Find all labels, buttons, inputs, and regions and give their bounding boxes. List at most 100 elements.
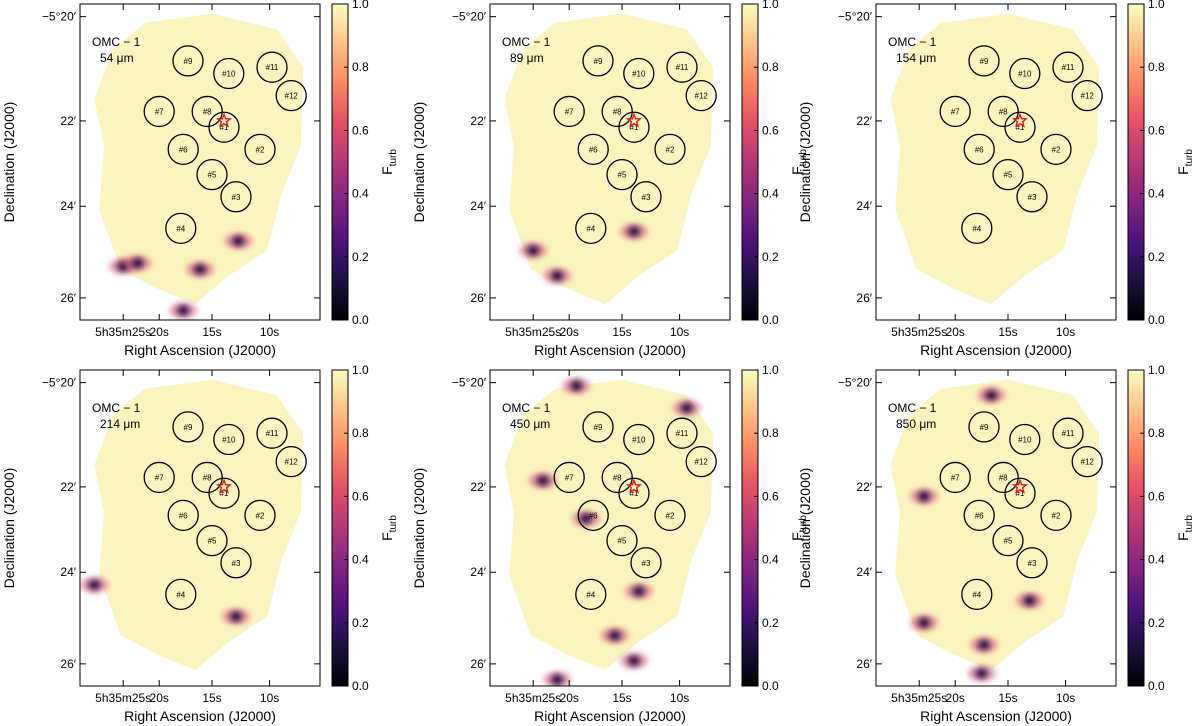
region-circle [666, 417, 698, 449]
low-fturb-core [680, 402, 693, 413]
region-circle [654, 499, 686, 532]
region-label: #6 [179, 511, 188, 520]
x-tick-label: 5h35m25s [95, 691, 151, 705]
map-panel: #1 #2 #3 #4 #5 #6 #7 #8 #9 #10 #11 #12 OMC − 1 54 μm 5… [1, 0, 399, 358]
region-label: #1 [630, 123, 639, 132]
colorbar-tick-label: 0.2 [1148, 250, 1165, 264]
region-label: #3 [232, 559, 241, 568]
map-emission-region [94, 13, 304, 305]
x-tick-label: 10s [260, 691, 279, 705]
region-circle [961, 578, 993, 611]
region-label: #3 [642, 559, 651, 568]
colorbar-tick-label: 0.0 [352, 313, 369, 327]
region-label: #2 [1052, 511, 1061, 520]
colorbar-tick-label: 0.2 [762, 250, 779, 264]
y-tick-label: −5°20′ [838, 10, 873, 24]
y-tick-label: 26′ [856, 657, 872, 671]
axes-frame [79, 3, 321, 321]
map-panel: #1 #2 #3 #4 #5 #6 #7 #8 #9 #10 #11 #12 OMC − 1 214 μm… [1, 363, 399, 724]
region-circle [963, 499, 995, 532]
colorbar-tick-label: 0.0 [1148, 313, 1165, 327]
region-circle [992, 158, 1024, 191]
region-circle [606, 524, 638, 557]
map-panel: #1 #2 #3 #4 #5 #6 #7 #8 #9 #10 #11 #12 OMC − 1 89 μm 5… [411, 0, 809, 358]
region-circle [582, 45, 614, 77]
region-circle [623, 57, 655, 90]
region-circle [256, 417, 288, 449]
region-circle [606, 158, 638, 191]
region-circle [256, 51, 288, 83]
region-label: #5 [208, 537, 217, 546]
region-circle [1004, 477, 1036, 509]
region-label: #2 [256, 145, 265, 154]
low-fturb-core [570, 380, 583, 391]
star-marker [625, 112, 643, 128]
region-circle [172, 411, 204, 443]
x-tick-label: 15s [612, 325, 631, 339]
region-label: #4 [176, 224, 185, 233]
region-label: #11 [676, 63, 689, 72]
y-tick-label: −5°20′ [42, 376, 77, 390]
x-tick-label: 10s [260, 325, 279, 339]
target-label: OMC − 1 [888, 35, 937, 49]
colorbar-label: Fturb [1175, 515, 1195, 541]
colorbar-tick-label: 0.6 [1148, 489, 1165, 503]
low-fturb-core [628, 655, 640, 666]
colorbar [741, 3, 759, 321]
axes-frame [79, 369, 321, 687]
region-label: #7 [155, 473, 164, 482]
region-label: #12 [1081, 92, 1095, 101]
star-marker [215, 478, 233, 494]
y-tick-label: 22′ [60, 114, 76, 128]
region-label: #6 [179, 145, 188, 154]
low-fturb-core [608, 630, 621, 641]
region-circle [1009, 57, 1041, 90]
colorbar-tick-label: 0.8 [1148, 426, 1165, 440]
y-axis-label: Declination (J2000) [1, 102, 17, 223]
axes-frame [875, 369, 1117, 687]
region-label: #2 [666, 511, 675, 520]
region-circle [1071, 445, 1103, 478]
region-circle [618, 477, 650, 509]
region-circle [968, 45, 1000, 77]
x-tick-label: 5h35m25s [891, 325, 947, 339]
region-circle [963, 133, 995, 166]
region-label: #7 [951, 107, 960, 116]
low-fturb-core [580, 513, 592, 524]
region-label: #7 [951, 473, 960, 482]
region-circle [1040, 133, 1072, 166]
region-circle [220, 547, 252, 579]
region-circle [244, 499, 276, 532]
region-circle [244, 133, 276, 166]
colorbar-tick-label: 0.8 [352, 60, 369, 74]
x-tick-label: 15s [202, 691, 221, 705]
region-label: #12 [285, 458, 299, 467]
x-tick-label: 10s [670, 691, 689, 705]
region-label: #6 [589, 511, 598, 520]
colorbar-tick-label: 0.6 [762, 489, 779, 503]
x-axis-label: Right Ascension (J2000) [534, 708, 686, 724]
region-circle [685, 445, 717, 478]
region-label: #1 [220, 489, 229, 498]
colorbar-tick-label: 0.8 [762, 426, 779, 440]
target-label: OMC − 1 [888, 401, 937, 415]
region-circle [167, 499, 199, 532]
y-tick-label: 24′ [60, 565, 76, 579]
region-circle [666, 51, 698, 83]
region-circle [961, 212, 993, 245]
star-marker [1011, 112, 1029, 128]
region-label: #5 [208, 171, 217, 180]
y-axis-label: Declination (J2000) [411, 468, 427, 589]
x-tick-label: 5h35m25s [891, 691, 947, 705]
region-circle [1052, 51, 1084, 83]
low-fturb-core [177, 305, 190, 316]
region-label: #12 [695, 92, 709, 101]
target-label: OMC − 1 [502, 401, 551, 415]
colorbar-tick-label: 0.6 [352, 123, 369, 137]
colorbar [1127, 3, 1145, 321]
colorbar-tick-label: 1.0 [762, 0, 779, 11]
region-label: #3 [1028, 559, 1037, 568]
region-circle [577, 499, 609, 532]
map-panel: #1 #2 #3 #4 #5 #6 #7 #8 #9 #10 #11 #12 OMC − 1 450 μm… [411, 363, 809, 724]
